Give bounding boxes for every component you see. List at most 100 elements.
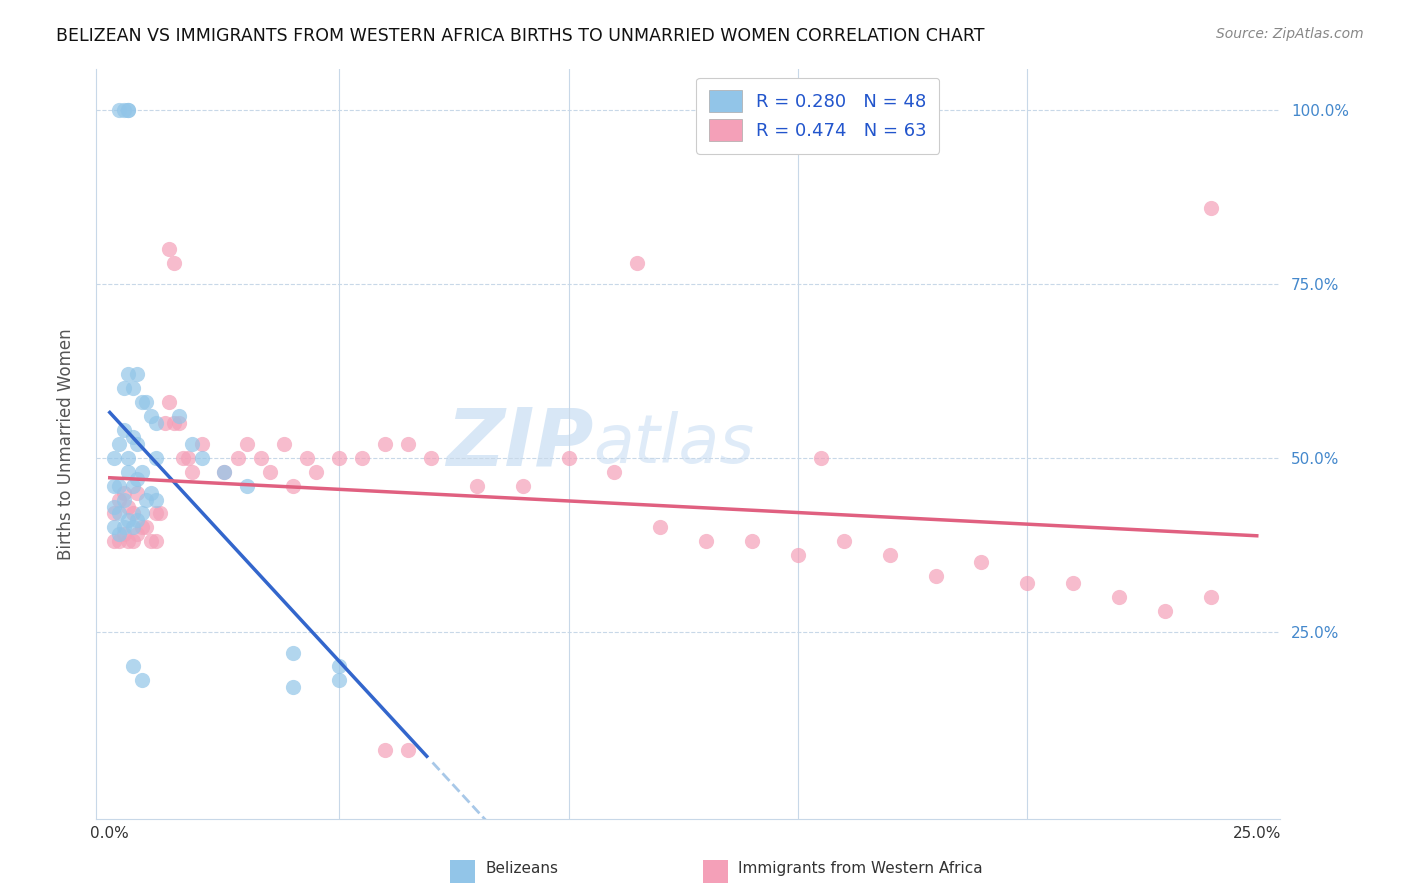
Point <box>190 437 212 451</box>
Point <box>131 465 153 479</box>
Point <box>103 500 125 514</box>
Point <box>832 534 855 549</box>
Point <box>103 507 125 521</box>
Point <box>603 465 626 479</box>
Point <box>121 507 143 521</box>
Point <box>214 465 236 479</box>
Point <box>1199 590 1222 604</box>
Point <box>121 659 143 673</box>
Point <box>328 673 350 688</box>
Point <box>127 513 149 527</box>
Point <box>121 478 143 492</box>
Point <box>127 472 149 486</box>
Point <box>1017 576 1039 591</box>
Point <box>970 555 993 569</box>
Text: Immigrants from Western Africa: Immigrants from Western Africa <box>738 861 983 876</box>
Point <box>328 450 350 465</box>
Text: Belizeans: Belizeans <box>485 861 558 876</box>
Point <box>117 368 139 382</box>
Y-axis label: Births to Unmarried Women: Births to Unmarried Women <box>58 328 75 560</box>
Point <box>1199 201 1222 215</box>
Point <box>557 450 579 465</box>
Point <box>117 103 139 118</box>
Point <box>131 395 153 409</box>
Point <box>121 520 143 534</box>
Point <box>121 381 143 395</box>
Point <box>108 478 131 492</box>
Point <box>108 534 131 549</box>
Point <box>283 478 305 492</box>
Point <box>305 465 328 479</box>
Point <box>177 450 200 465</box>
Point <box>465 478 488 492</box>
Point <box>139 485 162 500</box>
Point <box>103 520 125 534</box>
Point <box>131 673 153 688</box>
Point <box>112 381 135 395</box>
Point <box>108 103 131 118</box>
Point <box>374 743 396 757</box>
Point <box>924 569 946 583</box>
Point <box>112 103 135 118</box>
Point <box>650 520 672 534</box>
Text: ZIP: ZIP <box>446 405 593 483</box>
Text: Source: ZipAtlas.com: Source: ZipAtlas.com <box>1216 27 1364 41</box>
Point <box>283 680 305 694</box>
Point <box>163 256 186 270</box>
Point <box>135 492 157 507</box>
Point <box>145 507 167 521</box>
Text: atlas: atlas <box>593 411 754 477</box>
Point <box>283 646 305 660</box>
Point <box>117 465 139 479</box>
Point <box>396 437 419 451</box>
Point <box>108 437 131 451</box>
Point <box>127 368 149 382</box>
Point <box>295 450 318 465</box>
Point <box>139 409 162 424</box>
Point <box>135 395 157 409</box>
Point <box>214 465 236 479</box>
Legend: R = 0.280   N = 48, R = 0.474   N = 63: R = 0.280 N = 48, R = 0.474 N = 63 <box>696 78 939 154</box>
Point <box>787 548 810 562</box>
Point <box>103 478 125 492</box>
Point <box>1154 604 1177 618</box>
Point <box>236 437 259 451</box>
Point <box>163 416 186 430</box>
Point <box>626 256 648 270</box>
Point <box>396 743 419 757</box>
Point <box>172 450 194 465</box>
Point <box>181 465 204 479</box>
Point <box>112 485 135 500</box>
Point <box>121 430 143 444</box>
Point <box>149 507 172 521</box>
Point <box>127 437 149 451</box>
Point <box>419 450 441 465</box>
Point <box>117 103 139 118</box>
Point <box>157 242 180 256</box>
Point <box>131 507 153 521</box>
Point <box>512 478 534 492</box>
Point <box>374 437 396 451</box>
Point <box>108 492 131 507</box>
Point <box>352 450 374 465</box>
Point <box>190 450 212 465</box>
Point <box>741 534 763 549</box>
Point <box>328 659 350 673</box>
Point <box>117 500 139 514</box>
Point <box>145 450 167 465</box>
Point <box>236 478 259 492</box>
Point <box>108 507 131 521</box>
Point <box>117 513 139 527</box>
Point <box>117 534 139 549</box>
Point <box>167 416 190 430</box>
Point <box>145 492 167 507</box>
Point <box>121 534 143 549</box>
Point <box>181 437 204 451</box>
Point <box>131 520 153 534</box>
Point <box>1062 576 1084 591</box>
Point <box>112 520 135 534</box>
Point <box>810 450 832 465</box>
Point <box>112 423 135 437</box>
Point <box>112 527 135 541</box>
Point <box>112 492 135 507</box>
